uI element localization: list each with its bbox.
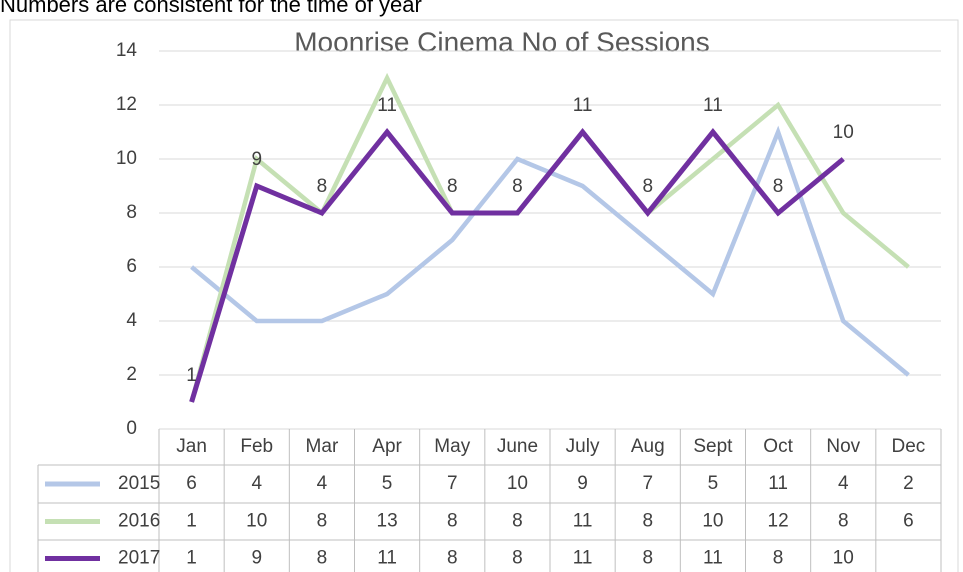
- table-value: 8: [512, 511, 523, 532]
- y-tick-label: 10: [116, 148, 137, 169]
- chart-frame: [9, 19, 959, 572]
- table-value: 8: [838, 511, 849, 532]
- table-value: 11: [573, 511, 593, 532]
- x-tick-label: Mar: [306, 436, 339, 457]
- data-label: 8: [512, 176, 523, 197]
- data-label: 11: [377, 95, 397, 116]
- table-value: 7: [642, 473, 653, 494]
- table-value: 8: [773, 548, 784, 569]
- x-tick-label: Oct: [763, 436, 793, 457]
- table-value: 4: [317, 473, 328, 494]
- legend-label: 2016: [118, 511, 160, 532]
- table-value: 4: [251, 473, 262, 494]
- table-value: 7: [447, 473, 458, 494]
- chart-title: Moonrise Cinema No of Sessions: [294, 26, 710, 57]
- data-label: 11: [703, 95, 723, 116]
- table-value: 8: [447, 511, 458, 532]
- table-value: 8: [642, 511, 653, 532]
- table-value: 6: [186, 473, 197, 494]
- table-value: 11: [377, 548, 397, 569]
- legend-label: 2015: [118, 473, 160, 494]
- y-tick-label: 4: [126, 310, 137, 331]
- table-value: 8: [447, 548, 458, 569]
- legend-label: 2017: [118, 548, 160, 569]
- y-tick-label: 8: [126, 202, 137, 223]
- data-label: 8: [642, 176, 653, 197]
- table-value: 9: [251, 548, 262, 569]
- table-value: 8: [317, 548, 328, 569]
- y-tick-label: 6: [126, 256, 137, 277]
- y-tick-label: 0: [126, 418, 137, 439]
- table-value: 11: [768, 473, 788, 494]
- x-tick-label: July: [566, 436, 600, 457]
- table-value: 11: [573, 548, 593, 569]
- x-tick-label: Feb: [240, 436, 273, 457]
- data-label: 9: [251, 149, 262, 170]
- table-value: 10: [246, 511, 267, 532]
- table-value: 1: [186, 511, 197, 532]
- table-value: 2: [903, 473, 914, 494]
- table-value: 11: [703, 548, 723, 569]
- y-tick-label: 14: [116, 40, 138, 61]
- note: Numbers are consistent for the time of y…: [0, 0, 422, 17]
- table-value: 8: [512, 548, 523, 569]
- line-series: [189, 128, 845, 403]
- table-value: 8: [317, 511, 328, 532]
- table-value: 5: [708, 473, 719, 494]
- table-value: 8: [642, 548, 653, 569]
- x-tick-label: Jan: [176, 436, 207, 457]
- table-value: 10: [833, 548, 854, 569]
- table-value: 10: [507, 473, 528, 494]
- x-tick-label: Dec: [892, 436, 926, 457]
- table-value: 4: [838, 473, 849, 494]
- table-value: 12: [768, 511, 789, 532]
- data-label: 1: [186, 365, 197, 386]
- data-label: 8: [317, 176, 328, 197]
- y-tick-label: 2: [126, 364, 137, 385]
- data-label: 8: [773, 176, 784, 197]
- table-value: 6: [903, 511, 914, 532]
- x-tick-label: Aug: [631, 436, 665, 457]
- x-tick-label: June: [497, 436, 538, 457]
- table-value: 9: [577, 473, 588, 494]
- table-value: 1: [186, 548, 197, 569]
- y-tick-label: 12: [116, 94, 137, 115]
- table-value: 5: [382, 473, 393, 494]
- table-value: 10: [702, 511, 723, 532]
- x-tick-label: Apr: [372, 436, 402, 457]
- x-tick-label: Sept: [693, 436, 733, 457]
- data-label: 8: [447, 176, 458, 197]
- x-tick-label: Nov: [826, 436, 860, 457]
- data-label: 10: [833, 122, 854, 143]
- data-label: 11: [573, 95, 593, 116]
- x-tick-label: May: [434, 436, 470, 457]
- table-value: 13: [377, 511, 398, 532]
